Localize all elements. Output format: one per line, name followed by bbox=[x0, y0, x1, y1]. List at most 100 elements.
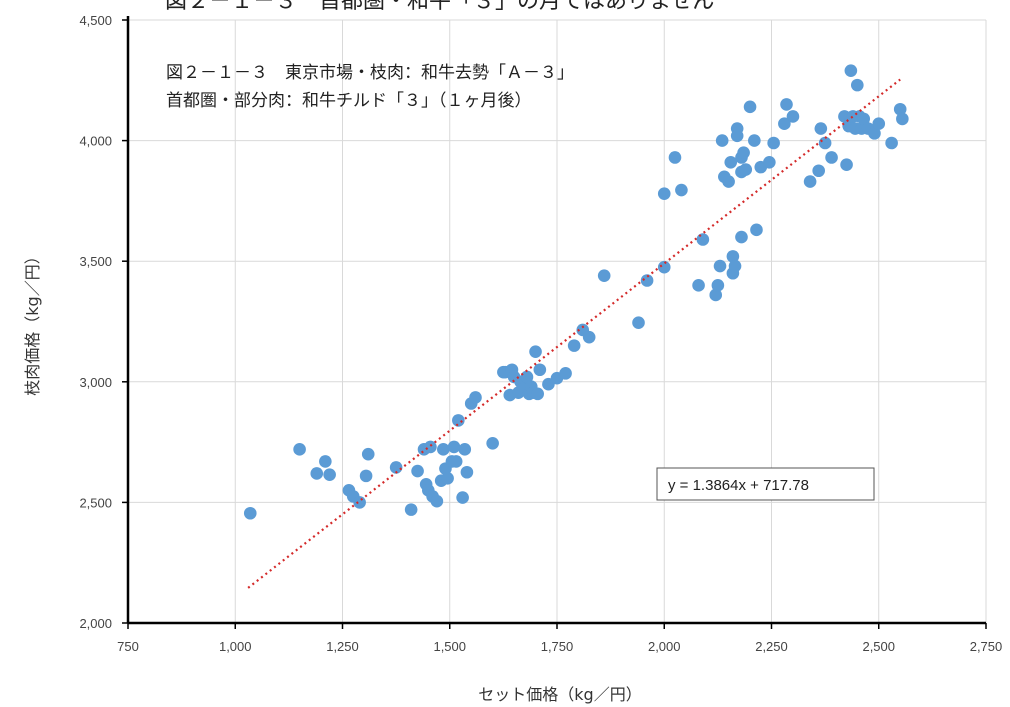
y-tick-label: 4,500 bbox=[79, 13, 112, 28]
data-point bbox=[447, 440, 461, 454]
data-point bbox=[896, 112, 909, 126]
data-point bbox=[851, 78, 864, 92]
y-tick-label: 4,000 bbox=[79, 134, 112, 149]
data-point bbox=[441, 471, 454, 485]
data-point bbox=[668, 151, 682, 164]
data-point bbox=[529, 345, 542, 358]
data-point bbox=[458, 443, 472, 456]
data-point bbox=[750, 223, 763, 237]
data-points bbox=[243, 64, 909, 520]
data-point bbox=[452, 414, 465, 427]
data-point bbox=[531, 387, 544, 401]
x-tick-labels: 750 1,000 1,250 1,500 1,750 2,000 2,250 2,500 2,… bbox=[117, 639, 1002, 654]
data-point bbox=[597, 269, 611, 282]
x-tick-label: 1,000 bbox=[219, 639, 252, 654]
data-point bbox=[632, 316, 645, 330]
data-point bbox=[323, 468, 336, 481]
data-point bbox=[449, 455, 463, 468]
data-point bbox=[840, 158, 853, 172]
data-point bbox=[675, 183, 688, 197]
plot-axes bbox=[122, 16, 987, 629]
data-point bbox=[722, 175, 735, 188]
data-point bbox=[885, 136, 898, 150]
y-tick-label: 3,000 bbox=[79, 375, 112, 390]
data-point bbox=[353, 496, 366, 509]
y-axis-title: 枝肉価格（kg／円） bbox=[23, 248, 42, 395]
data-point bbox=[293, 443, 306, 456]
data-point bbox=[709, 288, 723, 302]
data-point bbox=[825, 151, 838, 164]
data-point bbox=[730, 129, 744, 143]
data-point bbox=[713, 259, 727, 273]
data-point bbox=[844, 64, 858, 77]
x-tick-label: 750 bbox=[117, 639, 139, 654]
data-point bbox=[582, 330, 596, 344]
data-point bbox=[486, 437, 499, 450]
data-point bbox=[319, 455, 332, 468]
data-point bbox=[735, 230, 748, 244]
data-point bbox=[748, 134, 761, 147]
data-point bbox=[812, 164, 825, 178]
data-point bbox=[814, 122, 828, 135]
data-point bbox=[437, 443, 450, 456]
data-point bbox=[411, 464, 424, 478]
x-tick-label: 2,250 bbox=[755, 639, 788, 654]
equation-box: y = 1.3864x + 717.78 bbox=[656, 467, 875, 501]
data-point bbox=[872, 117, 886, 131]
trend-line bbox=[247, 78, 901, 589]
grid-lines bbox=[128, 19, 987, 623]
data-point bbox=[726, 250, 740, 263]
data-point bbox=[803, 175, 817, 188]
data-point bbox=[430, 494, 444, 508]
inset-title-line-1: 図２－１－３ 東京市場・枝肉：和牛去勢「Ａ－３」 bbox=[166, 63, 574, 83]
data-point bbox=[361, 447, 375, 461]
data-point bbox=[389, 461, 403, 474]
data-point bbox=[657, 260, 671, 274]
data-point bbox=[657, 187, 671, 200]
inset-title-line-2: 首都圏・部分肉：和牛チルド「３」（１ヶ月後） bbox=[166, 91, 532, 111]
data-point bbox=[818, 136, 832, 150]
data-point bbox=[857, 112, 871, 126]
data-point bbox=[737, 146, 750, 159]
x-tick-label: 2,000 bbox=[648, 639, 681, 654]
data-point bbox=[711, 279, 725, 292]
data-point bbox=[767, 136, 780, 150]
y-tick-label: 2,500 bbox=[79, 495, 112, 510]
data-point bbox=[696, 233, 710, 246]
data-point bbox=[533, 363, 547, 377]
data-point bbox=[310, 467, 324, 480]
data-point bbox=[780, 98, 793, 111]
data-point bbox=[786, 110, 800, 123]
data-point bbox=[724, 156, 738, 169]
data-point bbox=[728, 259, 742, 273]
chart-title: 図２－１－３ 首都圏・和牛「３」の月ではありません bbox=[165, 0, 714, 14]
data-point bbox=[469, 391, 482, 404]
data-point bbox=[567, 339, 581, 352]
x-tick-label: 1,500 bbox=[433, 639, 466, 654]
x-tick-label: 1,250 bbox=[326, 639, 359, 654]
y-tick-labels: 2,000 2,500 3,000 3,500 4,000 4,500 bbox=[79, 13, 112, 631]
data-point bbox=[456, 491, 469, 504]
data-point bbox=[893, 102, 907, 116]
y-tick-label: 3,500 bbox=[79, 254, 112, 269]
y-tick-label: 2,000 bbox=[79, 616, 112, 631]
data-point bbox=[778, 117, 791, 131]
data-point bbox=[868, 127, 881, 140]
equation-box-border bbox=[656, 467, 875, 501]
data-point bbox=[743, 100, 757, 114]
data-point bbox=[763, 156, 776, 169]
data-point bbox=[739, 163, 753, 176]
data-point bbox=[692, 279, 705, 292]
x-tick-label: 2,500 bbox=[862, 639, 895, 654]
data-point bbox=[243, 506, 257, 520]
x-axis-title: セット価格（kg／円） bbox=[478, 685, 641, 704]
data-point bbox=[359, 469, 373, 483]
x-tick-label: 1,750 bbox=[541, 639, 574, 654]
data-point bbox=[460, 465, 474, 479]
data-point bbox=[424, 440, 437, 454]
data-point bbox=[559, 367, 572, 380]
data-point bbox=[640, 274, 654, 287]
data-point bbox=[520, 370, 534, 384]
data-point bbox=[404, 503, 418, 516]
